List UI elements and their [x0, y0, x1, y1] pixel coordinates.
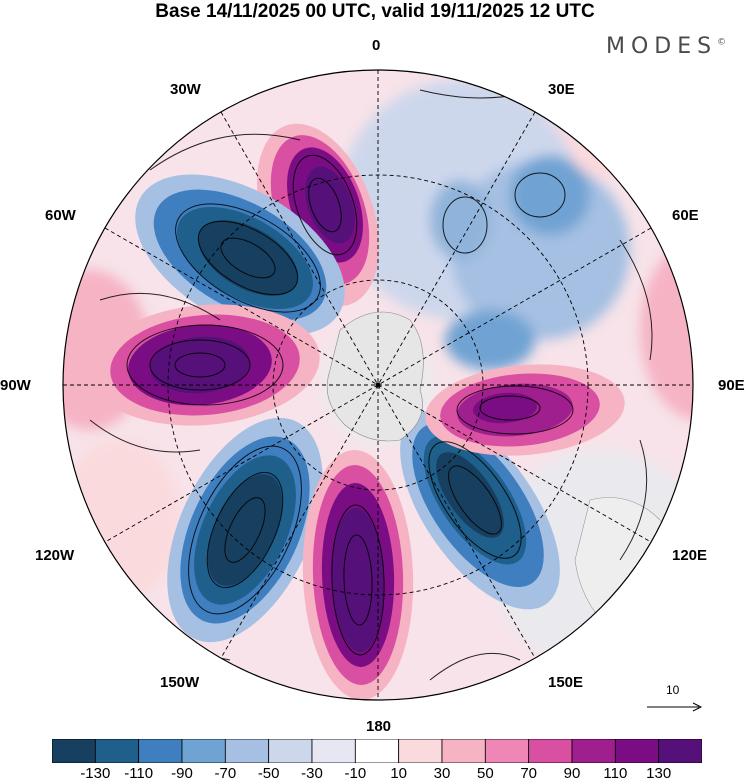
colorbar-swatch — [614, 739, 660, 763]
colorbar-swatch — [52, 739, 96, 763]
lon-label-90e: 90E — [718, 377, 745, 394]
colorbar-tick-label: -90 — [171, 765, 193, 782]
reference-vector-arrow — [647, 702, 703, 712]
lon-label-180: 180 — [366, 718, 392, 735]
lon-label-120e: 120E — [672, 547, 708, 564]
lon-label-30w: 30W — [170, 81, 201, 98]
colorbar-tick-label: -10 — [344, 765, 367, 782]
colorbar-swatch — [571, 739, 616, 763]
colorbar-swatch — [268, 739, 313, 763]
brand-text: MODES — [606, 34, 718, 59]
colorbar-swatch — [94, 739, 140, 763]
colorbar-tick-label: 30 — [433, 765, 451, 782]
brand-mark: © — [717, 37, 727, 48]
colorbar-swatch — [311, 739, 356, 763]
modes-logo: MODES© — [606, 34, 726, 59]
colorbar-tick-label: -50 — [257, 765, 280, 782]
colorbar-tick-label: 10 — [390, 765, 407, 782]
colorbar-swatch — [224, 739, 270, 763]
colorbar-swatch — [354, 739, 400, 763]
streamlines — [89, 79, 653, 681]
colorbar-tick-label: 50 — [476, 765, 494, 782]
colorbar-tick-label: 70 — [520, 765, 537, 782]
map-boundary — [62, 69, 694, 701]
lon-label-150e: 150E — [548, 674, 584, 691]
colorbar-tick-label: -30 — [301, 765, 323, 782]
anomaly-lobes — [90, 123, 683, 700]
colorbar-tick-label: 90 — [563, 765, 581, 782]
lon-label-30e: 30E — [548, 81, 575, 98]
colorbar-tick-label: -110 — [124, 765, 154, 782]
colorbar-swatch — [441, 739, 486, 763]
colorbar-swatch — [484, 739, 530, 763]
colorbar-swatch — [658, 739, 702, 763]
lon-label-90w: 90W — [0, 377, 31, 394]
colorbar-tick-label: 110 — [603, 765, 628, 782]
colorbar-tick-label: 130 — [646, 765, 672, 782]
lon-label-60e: 60E — [672, 207, 699, 224]
lon-label-120w: 120W — [35, 547, 75, 564]
reference-vector-label: 10 — [666, 683, 680, 697]
lon-label-150w: 150W — [160, 674, 200, 691]
colorbar-swatch — [181, 739, 226, 763]
map-title: Base 14/11/2025 00 UTC, valid 19/11/2025… — [155, 1, 595, 22]
lon-label-60w: 60W — [45, 207, 76, 224]
colorbar-swatch — [398, 739, 443, 763]
colorbar-tick-label: -70 — [214, 765, 237, 782]
colorbar — [52, 739, 702, 763]
colorbar-tick-label: -130 — [80, 765, 111, 782]
colorbar-swatch — [138, 739, 183, 763]
colorbar-swatch — [528, 739, 573, 763]
lon-label-0: 0 — [372, 37, 381, 54]
